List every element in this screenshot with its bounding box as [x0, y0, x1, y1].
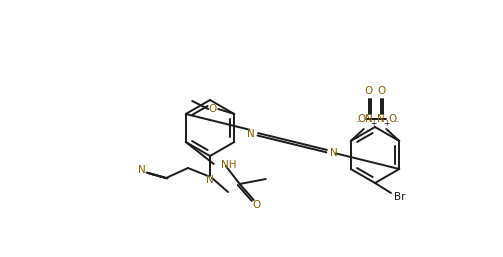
Text: +: + — [383, 118, 389, 127]
Text: O: O — [208, 104, 216, 114]
Text: O: O — [365, 86, 373, 96]
Text: N: N — [377, 114, 385, 124]
Text: O: O — [377, 86, 385, 96]
Text: O: O — [357, 114, 365, 124]
Text: NH: NH — [221, 160, 236, 170]
Text: N: N — [206, 175, 214, 185]
Text: O: O — [389, 114, 397, 124]
Text: ⁻: ⁻ — [355, 118, 360, 127]
Text: Br: Br — [394, 192, 406, 202]
Text: N: N — [138, 165, 146, 175]
Text: N: N — [365, 114, 373, 124]
Text: ⁻: ⁻ — [394, 118, 399, 127]
Text: O: O — [253, 200, 261, 210]
Text: N: N — [330, 148, 338, 158]
Text: N: N — [247, 128, 255, 139]
Text: +: + — [371, 118, 377, 127]
